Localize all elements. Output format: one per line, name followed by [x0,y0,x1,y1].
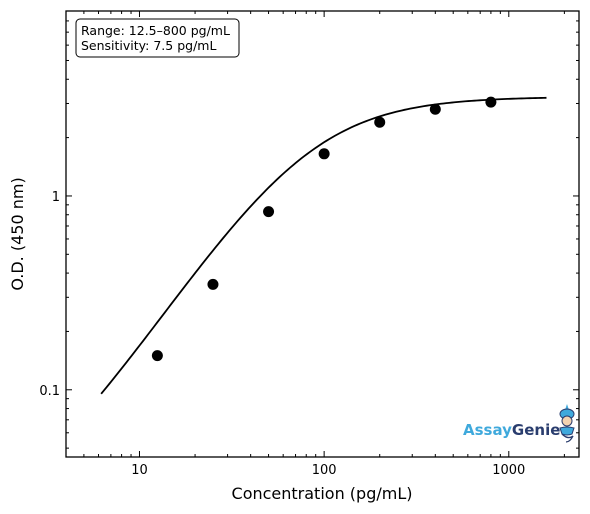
annotation-sensitivity: Sensitivity: 7.5 pg/mL [81,38,216,53]
assaygenie-logo: AssayGenie [463,404,575,443]
annotation-range: Range: 12.5–800 pg/mL [81,23,230,38]
x-tick-label: 10 [131,463,148,478]
data-point [318,148,330,160]
data-point [374,116,386,128]
data-point [151,350,163,362]
y-axis-title: O.D. (450 nm) [8,177,27,290]
plot-frame [65,10,580,458]
annotation-box: Range: 12.5–800 pg/mL Sensitivity: 7.5 p… [75,18,240,58]
genie-mascot-icon [559,404,575,443]
data-point [207,278,219,290]
data-point [485,96,497,108]
svg-text:AssayGenie: AssayGenie [463,421,560,439]
logo-text-genie: Genie [512,421,560,439]
data-point [429,103,441,115]
y-tick-label: 0.1 [39,384,60,399]
logo-text-assay: Assay [463,421,512,439]
fit-curve-line [100,96,547,395]
x-tick-label: 1000 [492,463,525,478]
axis-ticks [65,10,579,457]
x-axis-title: Concentration (pg/mL) [232,484,413,503]
y-tick-label: 1 [52,190,60,205]
data-points [151,96,497,362]
tick-labels: 10 100 1000 0.1 1 [39,190,525,478]
data-point [263,206,275,218]
x-tick-label: 100 [312,463,337,478]
